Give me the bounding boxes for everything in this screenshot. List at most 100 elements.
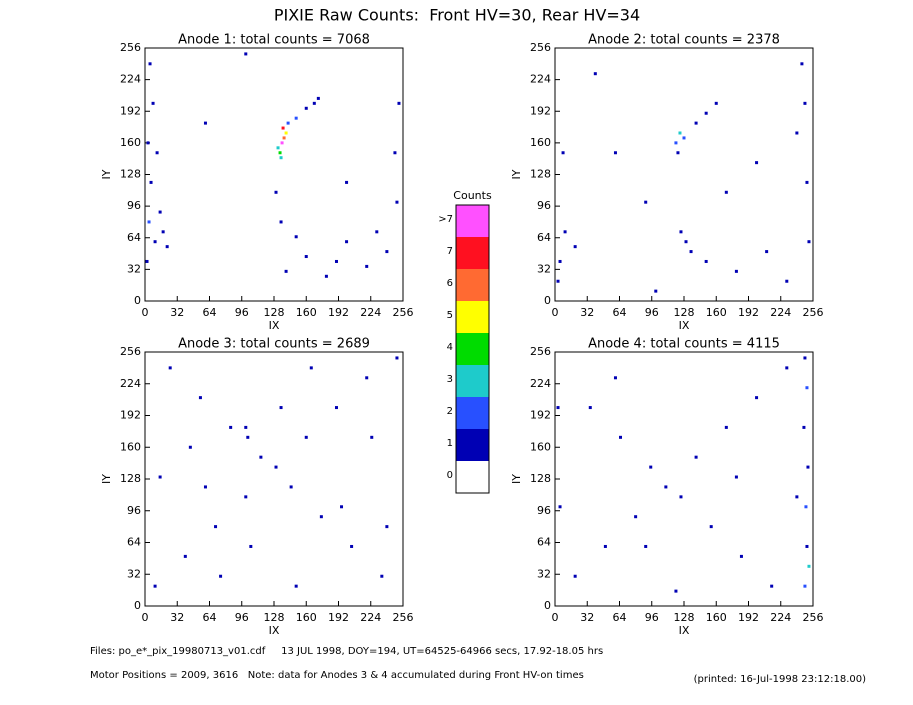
count-pixel xyxy=(734,269,738,273)
y-tick-label: 192 xyxy=(120,409,141,422)
count-pixel xyxy=(704,111,708,115)
colorbar-label: 3 xyxy=(447,374,453,385)
colorbar-title: Counts xyxy=(453,189,492,202)
count-pixel xyxy=(684,240,688,244)
x-axis-label: IX xyxy=(679,319,690,332)
count-pixel xyxy=(619,435,623,439)
count-pixel xyxy=(739,554,743,558)
count-pixel xyxy=(246,435,250,439)
x-tick-label: 256 xyxy=(393,611,414,624)
count-pixel xyxy=(800,62,804,66)
count-pixel xyxy=(694,121,698,125)
x-tick-label: 256 xyxy=(393,306,414,319)
x-tick-label: 0 xyxy=(142,306,149,319)
x-tick-label: 32 xyxy=(170,306,184,319)
colorbar-label: 1 xyxy=(447,438,453,449)
panel-title: Anode 1: total counts = 7068 xyxy=(178,33,370,48)
y-tick-label: 96 xyxy=(537,504,551,517)
count-pixel xyxy=(294,116,298,120)
colorbar-label: 5 xyxy=(447,310,453,321)
x-tick-label: 0 xyxy=(142,611,149,624)
count-pixel xyxy=(279,406,283,410)
x-tick-label: 96 xyxy=(235,611,249,624)
y-tick-label: 96 xyxy=(537,199,551,212)
count-pixel xyxy=(724,425,728,429)
count-pixel xyxy=(365,376,369,380)
count-pixel xyxy=(274,465,278,469)
count-pixel xyxy=(561,151,565,155)
y-tick-label: 64 xyxy=(127,536,141,549)
x-tick-label: 96 xyxy=(645,306,659,319)
count-pixel xyxy=(664,485,668,489)
count-pixel xyxy=(148,62,152,66)
count-pixel xyxy=(803,101,807,105)
plot-frame xyxy=(554,47,814,302)
x-axis-label: IX xyxy=(679,624,690,637)
count-pixel xyxy=(613,376,617,380)
colorbar-band xyxy=(456,365,489,397)
count-pixel xyxy=(316,96,320,100)
count-pixel xyxy=(649,465,653,469)
count-pixel xyxy=(244,425,248,429)
y-axis-label: IY xyxy=(100,169,113,179)
y-tick-label: 160 xyxy=(530,136,551,149)
count-pixel xyxy=(395,356,399,360)
count-pixel xyxy=(350,544,354,548)
x-tick-label: 64 xyxy=(613,611,627,624)
y-tick-label: 128 xyxy=(120,472,141,485)
count-pixel xyxy=(795,495,799,499)
count-pixel xyxy=(249,544,253,548)
colorbar-label: 2 xyxy=(447,406,453,417)
y-tick-label: 64 xyxy=(127,231,141,244)
count-pixel xyxy=(324,274,328,278)
x-tick-label: 160 xyxy=(706,306,727,319)
y-tick-label: 256 xyxy=(530,41,551,54)
count-pixel xyxy=(161,230,165,234)
y-tick-label: 128 xyxy=(530,472,551,485)
count-pixel xyxy=(804,505,808,509)
x-tick-label: 0 xyxy=(552,611,559,624)
count-pixel xyxy=(319,515,323,519)
count-pixel xyxy=(284,131,288,135)
y-tick-label: 64 xyxy=(537,231,551,244)
x-axis-label: IX xyxy=(269,319,280,332)
count-pixel xyxy=(676,151,680,155)
y-tick-label: 128 xyxy=(530,168,551,181)
footer-files: Files: po_e*_pix_19980713_v01.cdf 13 JUL… xyxy=(90,646,603,657)
count-pixel xyxy=(183,554,187,558)
count-pixel xyxy=(276,146,280,150)
count-pixel xyxy=(151,101,155,105)
y-tick-label: 32 xyxy=(537,262,551,275)
count-pixel xyxy=(370,435,374,439)
count-pixel xyxy=(244,495,248,499)
x-tick-label: 96 xyxy=(645,611,659,624)
count-pixel xyxy=(588,406,592,410)
y-tick-label: 128 xyxy=(120,168,141,181)
count-pixel xyxy=(158,475,162,479)
y-axis-label: IY xyxy=(100,474,113,484)
count-pixel xyxy=(340,505,344,509)
colorbar-band xyxy=(456,301,489,333)
count-pixel xyxy=(674,589,678,593)
y-tick-label: 256 xyxy=(530,345,551,358)
panel-title: Anode 3: total counts = 2689 xyxy=(178,337,370,352)
x-tick-label: 224 xyxy=(360,611,381,624)
panel-title: Anode 2: total counts = 2378 xyxy=(588,33,780,48)
count-pixel xyxy=(395,200,399,204)
footer-motor: Motor Positions = 2009, 3616 Note: data … xyxy=(90,670,584,681)
count-pixel xyxy=(613,151,617,155)
count-pixel xyxy=(153,584,157,588)
count-pixel xyxy=(304,435,308,439)
colorbar-label: 0 xyxy=(447,470,453,481)
x-tick-label: 224 xyxy=(360,306,381,319)
y-tick-label: 160 xyxy=(120,136,141,149)
count-pixel xyxy=(795,131,799,135)
count-pixel xyxy=(573,574,577,578)
colorbar-band xyxy=(456,205,489,237)
x-tick-label: 32 xyxy=(580,611,594,624)
count-pixel xyxy=(203,121,207,125)
y-tick-label: 224 xyxy=(120,377,141,390)
count-pixel xyxy=(281,126,285,130)
count-pixel xyxy=(282,136,286,140)
